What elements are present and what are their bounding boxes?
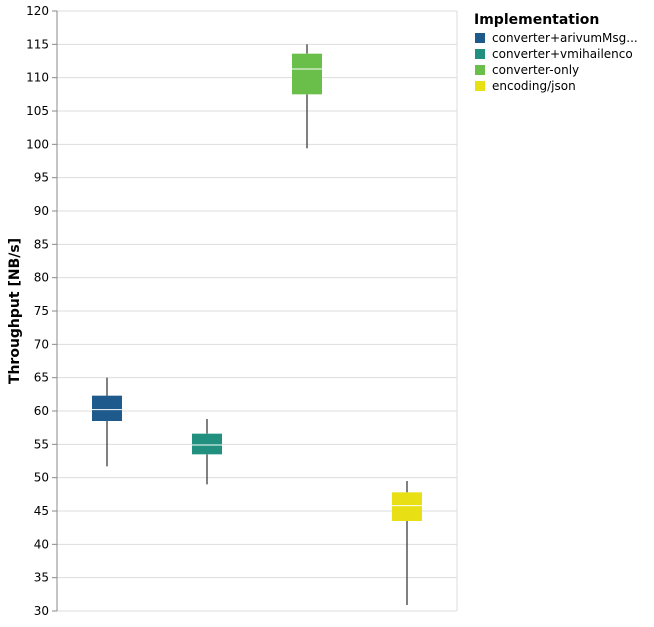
y-tick-label: 50	[34, 471, 49, 485]
y-tick-label: 55	[34, 437, 49, 451]
y-tick-label: 90	[34, 204, 49, 218]
y-tick-label: 45	[34, 504, 49, 518]
legend-swatch	[475, 49, 485, 59]
grid-layer	[57, 10, 458, 612]
legend-title: Implementation	[474, 12, 599, 28]
y-tick-label: 110	[26, 71, 49, 85]
y-tick-label: 105	[26, 104, 49, 118]
legend-label: converter+arivumMsg...	[492, 31, 638, 45]
legend-label: encoding/json	[492, 79, 576, 93]
legend: Implementation converter+arivumMsg... con…	[474, 12, 638, 93]
box-group	[192, 419, 222, 485]
y-tick-label: 75	[34, 304, 49, 318]
box-group	[392, 481, 422, 605]
y-tick-label: 65	[34, 371, 49, 385]
y-tick-label: 100	[26, 137, 49, 151]
y-tick-label: 70	[34, 337, 49, 351]
box-group	[292, 44, 322, 149]
y-tick-label: 120	[26, 4, 49, 18]
box-iqr	[392, 492, 422, 521]
y-tick-label: 35	[34, 571, 49, 585]
boxes-layer	[92, 44, 422, 605]
y-tick-label: 80	[34, 271, 49, 285]
y-tick-label: 95	[34, 171, 49, 185]
y-tick-label: 115	[26, 37, 49, 51]
y-tick-label: 40	[34, 537, 49, 551]
y-axis-title: Throughput [NB/s]	[7, 238, 23, 384]
y-tick-label: 85	[34, 237, 49, 251]
box-iqr	[192, 433, 222, 455]
legend-swatch	[475, 81, 485, 91]
y-axis: 30 35 40 45 50 55 60 65 70 75 80 85 90 95 100 105 110 115…	[26, 4, 58, 618]
legend-swatch	[475, 65, 485, 75]
legend-swatch	[475, 33, 485, 43]
legend-label: converter+vmihailenco	[492, 47, 633, 61]
y-tick-label: 60	[34, 404, 49, 418]
y-tick-label: 30	[34, 604, 49, 618]
box-iqr	[92, 395, 122, 421]
legend-label: converter-only	[492, 63, 579, 77]
box-group	[92, 377, 122, 467]
box-iqr	[292, 53, 322, 95]
